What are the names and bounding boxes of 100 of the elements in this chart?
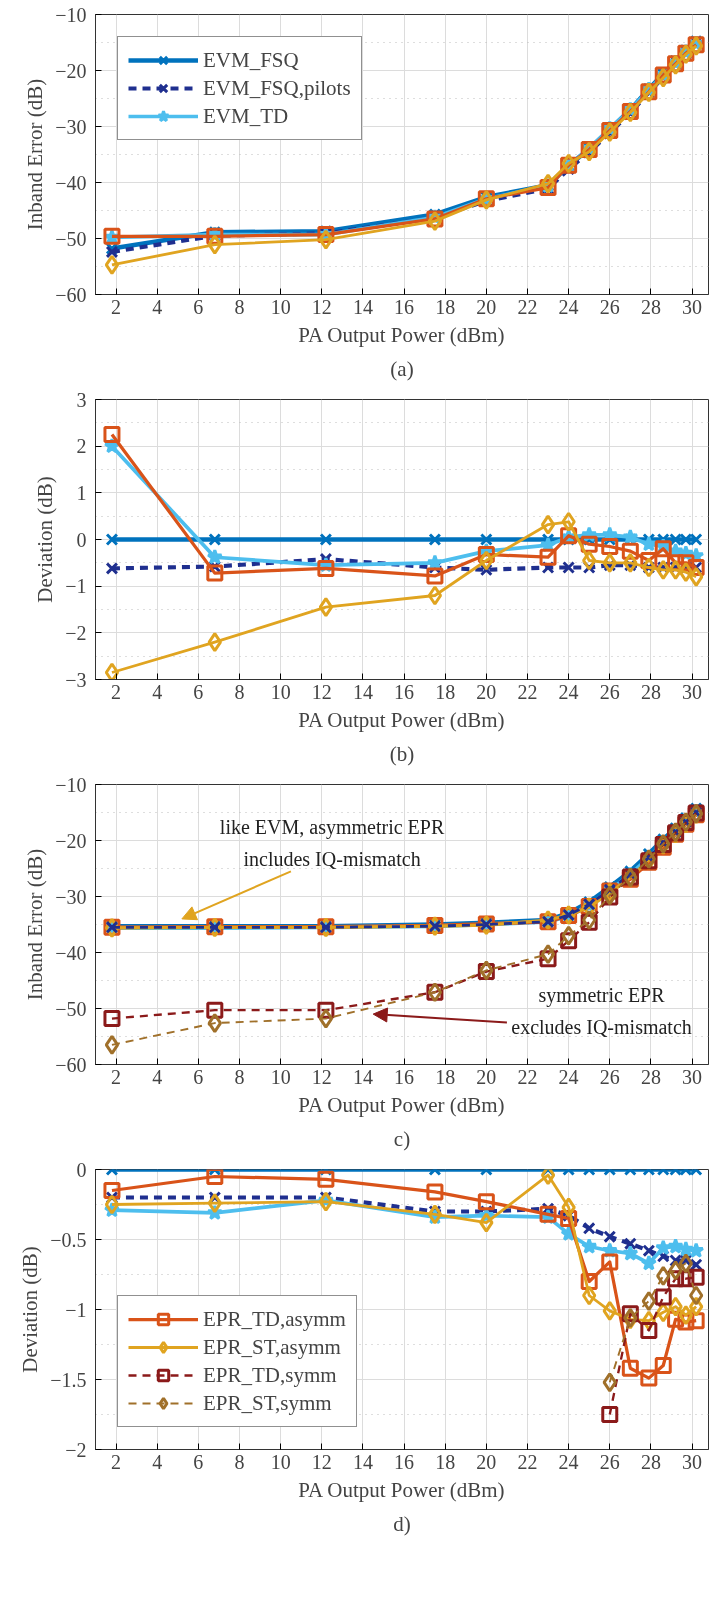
x-tick-label: 30 [682,1065,703,1088]
x-tick-label: 8 [234,680,245,703]
legend-label: EPR_ST,asymm [203,1334,341,1360]
y-tick-label: −10 [55,773,87,796]
x-tick-label: 28 [640,295,661,318]
x-axis-title: PA Output Power (dBm) [298,322,505,347]
y-tick-label: −20 [55,59,87,82]
x-tick-label: 12 [311,1065,332,1088]
x-tick-label: 20 [476,1065,497,1088]
x-tick-label: 20 [476,680,497,703]
x-tick-label: 30 [682,295,703,318]
y-axis-title: Inband Error (dB) [23,78,48,231]
y-tick-label: −30 [55,115,87,138]
y-tick-label: −20 [55,829,87,852]
x-tick-label: 24 [558,1065,579,1088]
x-tick-label: 30 [682,680,703,703]
x-tick-label: 20 [476,295,497,318]
legend-label: EVM_FSQ,pilots [203,75,351,101]
x-tick-label: 22 [517,680,538,703]
x-tick-label: 24 [558,1450,579,1473]
x-tick-label: 10 [270,1065,291,1088]
y-axis-title: Deviation (dB) [33,476,58,603]
x-tick-label: 22 [517,1065,538,1088]
x-axis-title: PA Output Power (dBm) [298,1477,505,1502]
y-tick-label: −40 [55,941,87,964]
x-tick-label: 8 [234,295,245,318]
y-tick-label: 2 [76,435,87,458]
y-tick-label: −3 [65,668,87,691]
y-tick-label: −40 [55,171,87,194]
x-tick-label: 16 [394,295,415,318]
legend-label: EPR_ST,symm [203,1390,332,1416]
y-tick-label: −1 [65,1298,87,1321]
x-tick-label: 28 [640,1450,661,1473]
legend-label: EPR_TD,asymm [203,1306,346,1332]
x-axis-title: PA Output Power (dBm) [298,1092,505,1117]
x-tick-label: 2 [111,1065,122,1088]
x-tick-label: 2 [111,680,122,703]
x-tick-label: 14 [352,680,373,703]
x-tick-label: 26 [599,1065,620,1088]
legend-label: EVM_FSQ [203,47,299,73]
y-tick-label: −10 [55,3,87,26]
x-tick-label: 28 [640,1065,661,1088]
y-axis-title: Deviation (dB) [18,1246,43,1373]
y-tick-label: −50 [55,997,87,1020]
x-tick-label: 6 [193,295,204,318]
text: (a) [390,356,414,381]
x-tick-label: 16 [394,1065,415,1088]
x-tick-label: 26 [599,295,620,318]
x-tick-label: 12 [311,1450,332,1473]
y-tick-label: −60 [55,1053,87,1076]
x-tick-label: 18 [435,1450,456,1473]
x-tick-label: 12 [311,295,332,318]
x-tick-label: 20 [476,1450,497,1473]
x-tick-label: 18 [435,680,456,703]
x-tick-label: 12 [311,680,332,703]
text: c) [393,1126,411,1151]
legend-label: EVM_TD [203,103,289,129]
x-tick-label: 22 [517,1450,538,1473]
x-tick-label: 14 [352,295,373,318]
annotation: symmetric EPR excludes IQ-mismatch [511,983,692,1038]
x-tick-label: 10 [270,1450,291,1473]
annotation: like EVM, asymmetric EPR includes IQ-mismatch [219,815,445,870]
y-tick-label: −60 [55,283,87,306]
x-tick-label: 24 [558,680,579,703]
x-tick-label: 8 [234,1065,245,1088]
x-tick-label: 6 [193,1065,204,1088]
x-tick-label: 16 [394,680,415,703]
x-tick-label: 2 [111,1450,122,1473]
text: (b) [389,741,415,766]
x-axis-title: PA Output Power (dBm) [298,707,505,732]
y-tick-label: 0 [76,528,87,551]
x-tick-label: 26 [599,1450,620,1473]
x-tick-label: 18 [435,295,456,318]
y-tick-label: 0 [76,1158,87,1181]
x-tick-label: 22 [517,295,538,318]
x-tick-label: 18 [435,1065,456,1088]
y-tick-label: −2 [65,621,87,644]
x-tick-label: 16 [394,1450,415,1473]
y-tick-label: −30 [55,885,87,908]
x-tick-label: 4 [152,1450,163,1473]
x-tick-label: 14 [352,1450,373,1473]
x-tick-label: 14 [352,1065,373,1088]
y-axis-title: Inband Error (dB) [23,848,48,1001]
y-tick-label: −2 [65,1438,87,1461]
x-tick-label: 2 [111,295,122,318]
y-tick-label: −1.5 [50,1368,87,1391]
x-tick-label: 28 [640,680,661,703]
y-tick-label: 3 [76,388,87,411]
text: d) [393,1511,411,1536]
y-tick-label: −0.5 [50,1228,87,1251]
x-tick-label: 30 [682,1450,703,1473]
x-tick-label: 8 [234,1450,245,1473]
x-tick-label: 4 [152,680,163,703]
x-tick-label: 4 [152,1065,163,1088]
y-tick-label: −50 [55,227,87,250]
x-tick-label: 6 [193,1450,204,1473]
x-tick-label: 6 [193,680,204,703]
x-tick-label: 10 [270,295,291,318]
x-tick-label: 24 [558,295,579,318]
x-tick-label: 4 [152,295,163,318]
